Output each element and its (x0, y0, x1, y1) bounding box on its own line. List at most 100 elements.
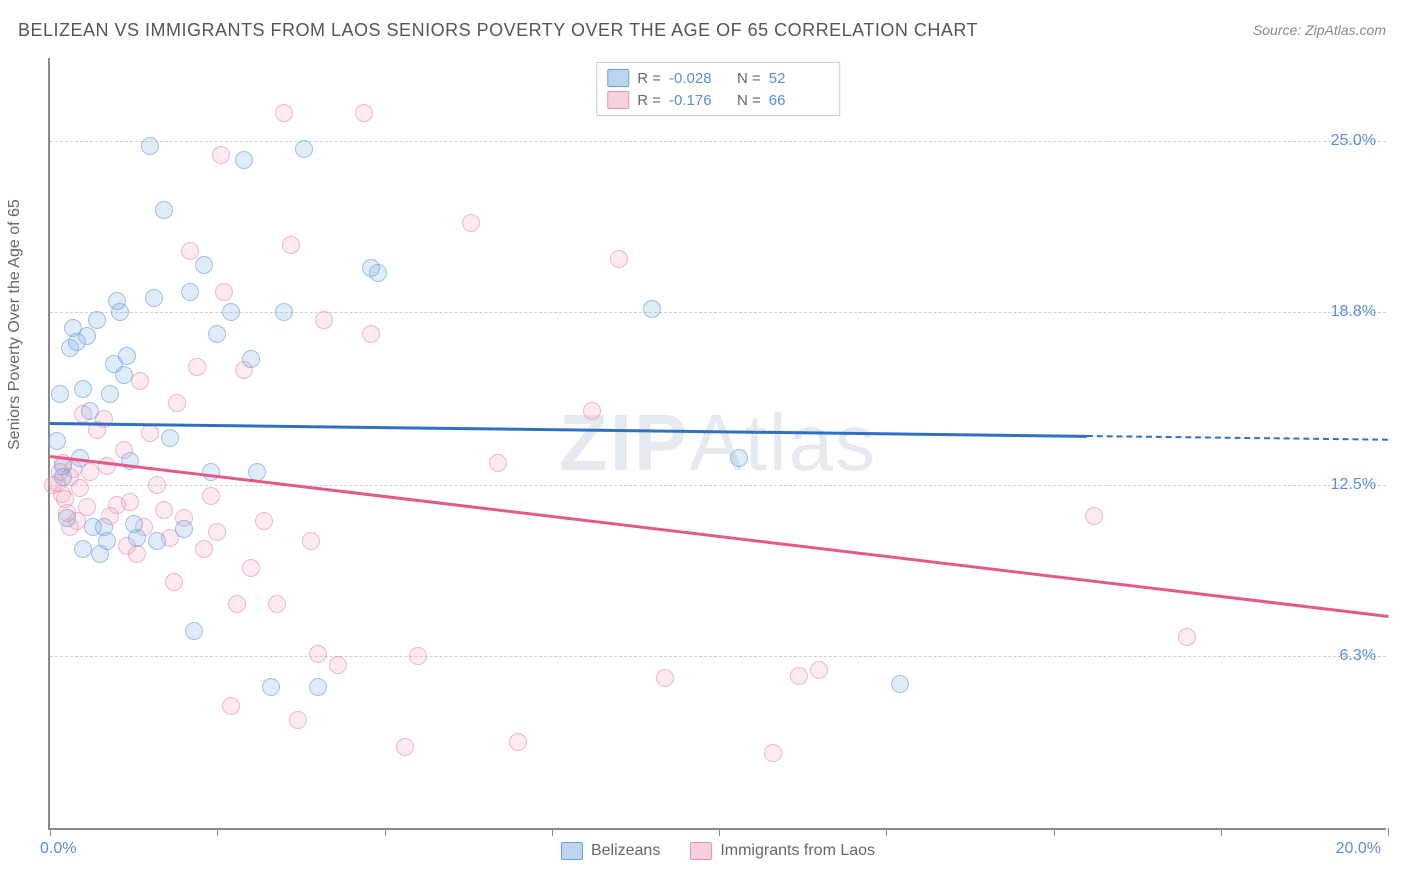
scatter-point (208, 325, 226, 343)
scatter-point (262, 678, 280, 696)
scatter-point (309, 678, 327, 696)
source-prefix: Source: (1253, 22, 1305, 38)
scatter-point (268, 595, 286, 613)
scatter-point (289, 711, 307, 729)
scatter-point (71, 479, 89, 497)
scatter-point (329, 656, 347, 674)
r-label: R = (637, 70, 661, 87)
x-tick (719, 828, 720, 836)
scatter-point (148, 532, 166, 550)
scatter-point (235, 151, 253, 169)
legend-row-blue: R = -0.028 N = 52 (607, 67, 829, 89)
scatter-point (396, 738, 414, 756)
x-tick (886, 828, 887, 836)
scatter-point (315, 311, 333, 329)
scatter-point (121, 493, 139, 511)
y-tick-label: 12.5% (1331, 476, 1376, 494)
scatter-point (98, 457, 116, 475)
scatter-point (583, 402, 601, 420)
scatter-point (282, 236, 300, 254)
scatter-point (202, 487, 220, 505)
scatter-point (78, 327, 96, 345)
scatter-point (188, 358, 206, 376)
scatter-point (175, 520, 193, 538)
scatter-point (810, 661, 828, 679)
legend-swatch-pink (607, 91, 629, 109)
scatter-point (790, 667, 808, 685)
scatter-point (462, 214, 480, 232)
scatter-point (81, 402, 99, 420)
scatter-point (355, 104, 373, 122)
legend-row-pink: R = -0.176 N = 66 (607, 89, 829, 111)
watermark-bold: ZIP (559, 398, 689, 487)
watermark: ZIPAtlas (559, 397, 877, 489)
scatter-point (74, 380, 92, 398)
scatter-point (185, 622, 203, 640)
trend-line-extrapolated (1087, 435, 1388, 441)
scatter-point (242, 559, 260, 577)
n-value-pink: 66 (769, 92, 829, 109)
scatter-point (101, 385, 119, 403)
scatter-point (275, 303, 293, 321)
scatter-point (242, 350, 260, 368)
legend-label-laos: Immigrants from Laos (720, 842, 875, 860)
legend-series: Belizeans Immigrants from Laos (561, 842, 875, 860)
r-value-blue: -0.028 (669, 70, 729, 87)
scatter-point (74, 540, 92, 558)
scatter-point (98, 532, 116, 550)
scatter-point (195, 540, 213, 558)
x-tick (1054, 828, 1055, 836)
x-tick (217, 828, 218, 836)
legend-correlation: R = -0.028 N = 52 R = -0.176 N = 66 (596, 62, 840, 116)
source-name: ZipAtlas.com (1305, 22, 1386, 38)
grid-line (50, 656, 1386, 657)
grid-line (50, 312, 1386, 313)
legend-swatch-blue (607, 69, 629, 87)
scatter-point (128, 545, 146, 563)
scatter-point (168, 394, 186, 412)
scatter-point (58, 509, 76, 527)
scatter-point (409, 647, 427, 665)
legend-item-belizeans: Belizeans (561, 842, 660, 860)
y-axis-label: Seniors Poverty Over the Age of 65 (6, 199, 24, 450)
watermark-light: Atlas (689, 398, 877, 487)
x-axis-min-label: 0.0% (40, 840, 76, 858)
chart-container: BELIZEAN VS IMMIGRANTS FROM LAOS SENIORS… (0, 0, 1406, 892)
n-label: N = (737, 92, 761, 109)
trend-line (50, 455, 1388, 618)
scatter-point (255, 512, 273, 530)
scatter-point (215, 283, 233, 301)
trend-line (50, 422, 1087, 438)
scatter-point (165, 573, 183, 591)
legend-label-belizeans: Belizeans (591, 842, 660, 860)
y-tick-label: 25.0% (1331, 132, 1376, 150)
scatter-point (155, 201, 173, 219)
scatter-point (1085, 507, 1103, 525)
scatter-point (362, 325, 380, 343)
scatter-point (302, 532, 320, 550)
r-value-pink: -0.176 (669, 92, 729, 109)
scatter-point (228, 595, 246, 613)
scatter-point (118, 347, 136, 365)
scatter-point (195, 256, 213, 274)
x-tick (50, 828, 51, 836)
scatter-point (369, 264, 387, 282)
scatter-point (48, 432, 66, 450)
x-tick (552, 828, 553, 836)
scatter-point (309, 645, 327, 663)
scatter-point (730, 449, 748, 467)
scatter-point (891, 675, 909, 693)
source-attribution: Source: ZipAtlas.com (1253, 22, 1386, 38)
scatter-point (148, 476, 166, 494)
n-value-blue: 52 (769, 70, 829, 87)
scatter-point (111, 303, 129, 321)
n-label: N = (737, 70, 761, 87)
scatter-point (78, 498, 96, 516)
scatter-point (208, 523, 226, 541)
scatter-point (51, 385, 69, 403)
legend-item-laos: Immigrants from Laos (690, 842, 875, 860)
scatter-point (656, 669, 674, 687)
scatter-point (145, 289, 163, 307)
x-tick (1388, 828, 1389, 836)
x-tick (385, 828, 386, 836)
